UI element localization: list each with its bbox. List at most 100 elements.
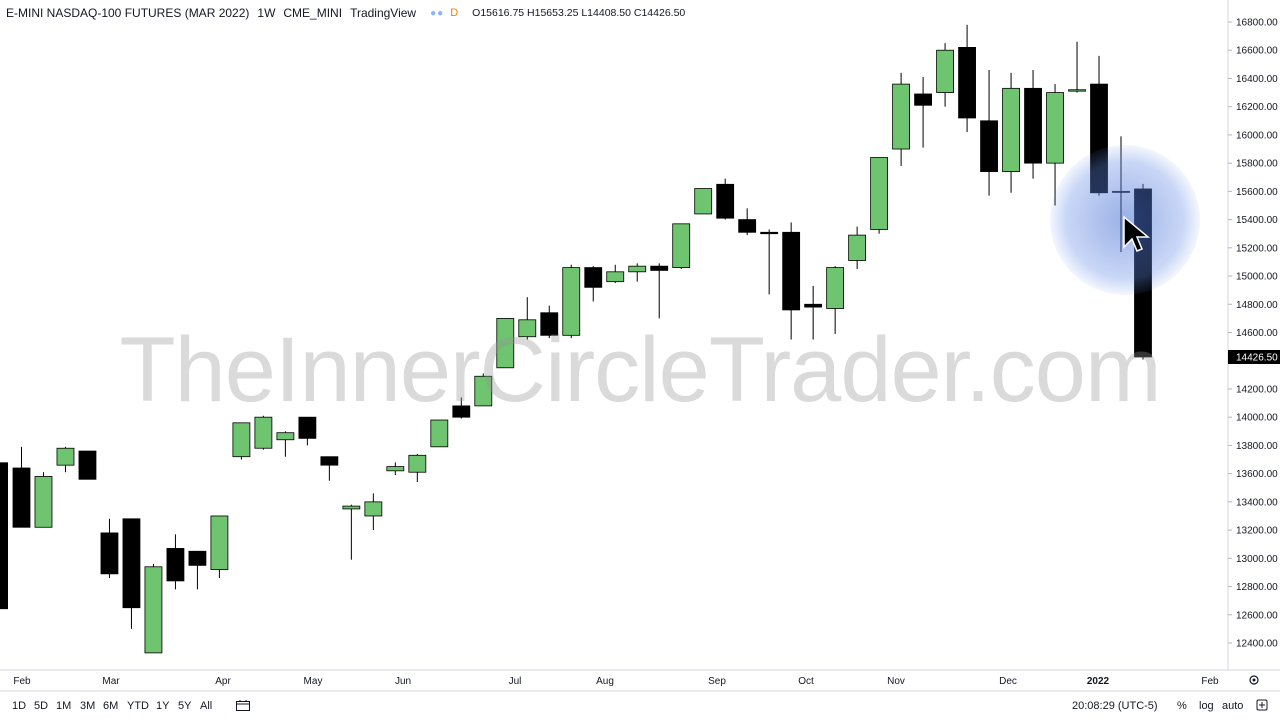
- candle[interactable]: [958, 24, 976, 133]
- candle[interactable]: [210, 515, 229, 579]
- candle[interactable]: [980, 69, 998, 196]
- candles: [0, 24, 1152, 654]
- range-button-5d[interactable]: 5D: [34, 700, 49, 712]
- chart-header: E-MINI NASDAQ-100 FUTURES (MAR 2022) 1W …: [6, 5, 685, 21]
- percent-scale-button[interactable]: %: [1177, 700, 1187, 712]
- candle[interactable]: [232, 422, 251, 460]
- mouse-cursor-icon: [1123, 215, 1151, 252]
- candle-body: [408, 454, 427, 473]
- candle[interactable]: [826, 266, 845, 334]
- candle-body: [276, 432, 295, 441]
- candle-body: [562, 267, 581, 336]
- range-button-1m[interactable]: 1M: [56, 700, 72, 712]
- candle[interactable]: [848, 226, 867, 269]
- candle[interactable]: [188, 550, 207, 590]
- auto-scale-button[interactable]: auto: [1222, 700, 1244, 712]
- settings-gear-icon[interactable]: [1249, 675, 1259, 685]
- candle[interactable]: [144, 563, 163, 654]
- candle-body: [1002, 87, 1020, 173]
- candle[interactable]: [804, 285, 823, 340]
- candle[interactable]: [100, 518, 119, 579]
- clock[interactable]: 20:08:29 (UTC-5): [1072, 700, 1158, 712]
- candle-body: [56, 447, 75, 466]
- candle[interactable]: [606, 264, 625, 284]
- candle[interactable]: [276, 431, 295, 457]
- candle[interactable]: [496, 317, 515, 369]
- candle[interactable]: [1024, 69, 1042, 179]
- candle[interactable]: [408, 453, 427, 483]
- candle[interactable]: [562, 264, 581, 339]
- price-tick-label: 13600.00: [1236, 469, 1278, 480]
- last-price-label: 14426.50: [1236, 352, 1278, 363]
- candle-body: [342, 505, 361, 510]
- log-scale-button[interactable]: log: [1199, 700, 1214, 712]
- candle[interactable]: [1068, 41, 1086, 93]
- symbol-name[interactable]: E-MINI NASDAQ-100 FUTURES (MAR 2022): [6, 6, 250, 20]
- candle[interactable]: [254, 415, 273, 450]
- candle-body: [144, 566, 163, 654]
- candle-body: [364, 501, 383, 517]
- candle[interactable]: [518, 297, 537, 340]
- candle[interactable]: [1046, 84, 1064, 206]
- candle[interactable]: [56, 446, 75, 473]
- exchange-label: CME_MINI: [283, 6, 343, 20]
- price-tick-label: 16400.00: [1236, 74, 1278, 85]
- calendar-icon[interactable]: [236, 700, 250, 711]
- candle[interactable]: [166, 534, 185, 590]
- price-tick-label: 16000.00: [1236, 130, 1278, 141]
- expand-icon[interactable]: [1256, 699, 1268, 711]
- last-price-badge: [1228, 349, 1280, 364]
- price-tick-label: 15800.00: [1236, 159, 1278, 170]
- candle[interactable]: [914, 77, 932, 148]
- price-tick-label: 15000.00: [1236, 272, 1278, 283]
- candle[interactable]: [694, 188, 713, 215]
- candle[interactable]: [386, 462, 405, 476]
- candle-body: [254, 416, 273, 449]
- range-button-6m[interactable]: 6M: [103, 700, 119, 712]
- time-axis-label: Jul: [509, 676, 522, 687]
- candle[interactable]: [650, 263, 669, 319]
- candle[interactable]: [738, 208, 757, 236]
- range-button-ytd[interactable]: YTD: [127, 700, 149, 712]
- interval-label[interactable]: 1W: [257, 6, 276, 20]
- candle[interactable]: [12, 446, 31, 528]
- candle[interactable]: [936, 43, 954, 107]
- candle[interactable]: [760, 229, 779, 295]
- range-button-all[interactable]: All: [200, 700, 213, 712]
- candle[interactable]: [628, 263, 647, 282]
- candle-body: [452, 405, 471, 418]
- candle[interactable]: [870, 157, 889, 234]
- time-axis-label: May: [304, 676, 323, 687]
- candle-body: [870, 157, 889, 230]
- candle[interactable]: [430, 419, 449, 448]
- range-button-5y[interactable]: 5Y: [178, 700, 192, 712]
- candle[interactable]: [716, 178, 735, 220]
- range-button-3m[interactable]: 3M: [80, 700, 96, 712]
- candle[interactable]: [672, 223, 691, 269]
- candle[interactable]: [892, 72, 911, 166]
- candle[interactable]: [122, 518, 141, 629]
- candle[interactable]: [298, 416, 317, 446]
- candle[interactable]: [320, 456, 339, 481]
- candle-body: [100, 532, 119, 575]
- candle[interactable]: [364, 493, 383, 531]
- more-dots-icon[interactable]: ●●: [430, 7, 445, 19]
- candle[interactable]: [342, 504, 361, 560]
- price-tick-label: 14000.00: [1236, 413, 1278, 424]
- candle[interactable]: [78, 450, 97, 480]
- range-button-1d[interactable]: 1D: [12, 700, 27, 712]
- candle[interactable]: [452, 397, 471, 419]
- price-tick-label: 16600.00: [1236, 46, 1278, 57]
- price-tick-label: 16200.00: [1236, 102, 1278, 113]
- range-button-1y[interactable]: 1Y: [156, 700, 170, 712]
- candle[interactable]: [474, 373, 493, 407]
- candle[interactable]: [782, 222, 801, 340]
- candle[interactable]: [584, 266, 603, 302]
- candle[interactable]: [540, 305, 559, 339]
- candle[interactable]: [1002, 72, 1020, 193]
- time-axis-label: Mar: [102, 676, 120, 687]
- candle-body: [584, 267, 603, 288]
- candle[interactable]: [34, 472, 53, 528]
- candle-body: [298, 416, 317, 439]
